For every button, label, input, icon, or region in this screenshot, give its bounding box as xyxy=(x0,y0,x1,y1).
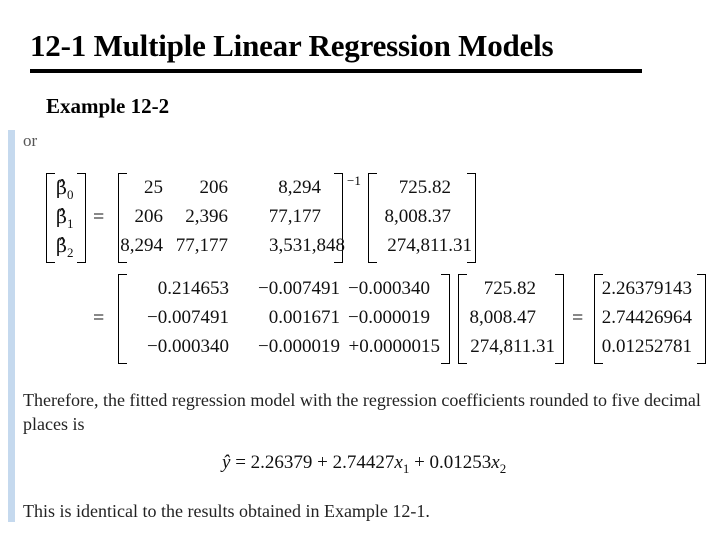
xty2-cell: 274,811.31 xyxy=(470,336,555,357)
xty2-cell: 8,008.47 xyxy=(469,307,537,328)
result-cell: 2.74426964 xyxy=(601,307,692,328)
paragraph-line-2: places is xyxy=(23,414,85,434)
xty-vector: 725.82 8,008.37 274,811.31 xyxy=(368,173,476,263)
paragraph-line-1: Therefore, the fitted regression model w… xyxy=(23,390,701,410)
result-cell: 0.01252781 xyxy=(601,336,692,357)
xty-cell: 274,811.31 xyxy=(387,235,472,256)
xty-cell: 725.82 xyxy=(398,177,451,198)
xtx-cell: 8,294 xyxy=(120,235,163,256)
inverse-left-bracket xyxy=(118,274,127,364)
xtx-cell: 8,294 xyxy=(278,177,321,198)
identity-statement: This is identical to the results obtaine… xyxy=(23,501,430,521)
equals-sign-1: = xyxy=(93,206,105,228)
inverse-matrix: 0.214653 −0.007491 −0.000340 −0.007491 0… xyxy=(118,274,450,364)
xtx-cell: 2,396 xyxy=(185,206,228,227)
result-vector: 2.26379143 2.74426964 0.01252781 xyxy=(594,274,706,364)
xtx-cell: 25 xyxy=(144,177,163,198)
xtx-cell: 206 xyxy=(199,177,229,198)
xty-cell: 8,008.37 xyxy=(384,206,452,227)
or-text: or xyxy=(23,131,38,150)
beta-0: β̂0 xyxy=(56,177,74,202)
xty2-cell: 725.82 xyxy=(483,278,536,299)
inverse-cell: −0.007491 xyxy=(147,307,229,328)
beta-right-bracket xyxy=(77,173,86,263)
beta-vector: β̂0 β̂1 β̂2 xyxy=(46,173,86,263)
result-cell: 2.26379143 xyxy=(601,278,692,299)
result-left-bracket xyxy=(594,274,603,364)
equals-sign-3: = xyxy=(572,307,584,329)
beta-2: β̂2 xyxy=(56,235,74,260)
xtx-cell: 77,177 xyxy=(175,235,228,256)
beta-left-bracket xyxy=(46,173,55,263)
xtx-cell: 77,177 xyxy=(268,206,321,227)
inverse-cell: 0.001671 xyxy=(268,307,340,328)
xtx-cell: 206 xyxy=(134,206,164,227)
side-accent-bar xyxy=(8,130,15,522)
title-underline xyxy=(30,69,642,73)
xtx-right-bracket xyxy=(334,173,343,263)
slide-title: 12-1 Multiple Linear Regression Models xyxy=(30,28,554,63)
xty2-left-bracket xyxy=(458,274,467,364)
inverse-cell: 0.214653 xyxy=(157,278,229,299)
x2-subscript: 2 xyxy=(499,461,507,476)
inverse-cell: +0.0000015 xyxy=(348,336,440,357)
xty2-right-bracket xyxy=(555,274,564,364)
xty-right-bracket xyxy=(467,173,476,263)
inverse-cell: −0.000019 xyxy=(258,336,340,357)
beta-1: β̂1 xyxy=(56,206,74,231)
example-label: Example 12-2 xyxy=(46,94,170,118)
inverse-right-bracket xyxy=(441,274,450,364)
inverse-cell: −0.000019 xyxy=(348,307,430,328)
result-right-bracket xyxy=(697,274,706,364)
equals-sign-2: = xyxy=(93,307,105,329)
fitted-model-equation: ŷ = 2.26379 + 2.74427x1 + 0.01253x2 xyxy=(222,452,507,476)
x1-subscript: 1 xyxy=(402,461,410,476)
conclusion-paragraph: Therefore, the fitted regression model w… xyxy=(23,388,701,436)
xtx-left-bracket xyxy=(118,173,127,263)
inverse-exponent: −1 xyxy=(347,173,361,188)
equation-part: + 0.01253 xyxy=(409,452,492,473)
xtx-matrix: 25 206 8,294 206 2,396 77,177 8,294 77,1… xyxy=(118,173,345,263)
inverse-cell: −0.000340 xyxy=(348,278,430,299)
y-hat: ŷ xyxy=(222,452,231,473)
xty-left-bracket xyxy=(368,173,377,263)
x2-variable: x xyxy=(491,452,500,473)
inverse-cell: −0.000340 xyxy=(147,336,229,357)
x1-variable: x xyxy=(394,452,403,473)
equation-part: = 2.26379 + 2.74427 xyxy=(230,452,395,473)
xty-vector-2: 725.82 8,008.47 274,811.31 xyxy=(458,274,564,364)
inverse-cell: −0.007491 xyxy=(258,278,340,299)
xtx-cell: 3,531,848 xyxy=(269,235,345,256)
